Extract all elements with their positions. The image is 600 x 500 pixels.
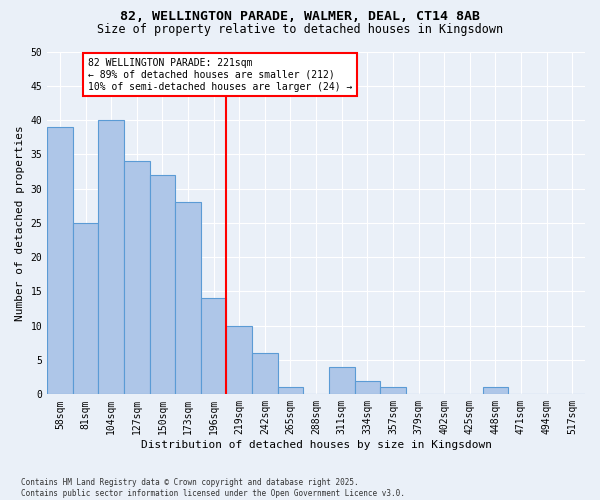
Bar	[329, 367, 355, 394]
X-axis label: Distribution of detached houses by size in Kingsdown: Distribution of detached houses by size …	[140, 440, 491, 450]
Bar	[278, 388, 303, 394]
Bar	[73, 223, 98, 394]
Bar	[380, 388, 406, 394]
Text: 82, WELLINGTON PARADE, WALMER, DEAL, CT14 8AB: 82, WELLINGTON PARADE, WALMER, DEAL, CT1…	[120, 10, 480, 23]
Bar	[482, 388, 508, 394]
Bar	[124, 161, 149, 394]
Bar	[149, 175, 175, 394]
Text: Contains HM Land Registry data © Crown copyright and database right 2025.
Contai: Contains HM Land Registry data © Crown c…	[21, 478, 405, 498]
Text: 82 WELLINGTON PARADE: 221sqm
← 89% of detached houses are smaller (212)
10% of s: 82 WELLINGTON PARADE: 221sqm ← 89% of de…	[88, 58, 353, 92]
Bar	[252, 353, 278, 395]
Bar	[98, 120, 124, 394]
Text: Size of property relative to detached houses in Kingsdown: Size of property relative to detached ho…	[97, 22, 503, 36]
Bar	[201, 298, 226, 394]
Bar	[355, 380, 380, 394]
Bar	[175, 202, 201, 394]
Bar	[226, 326, 252, 394]
Bar	[47, 127, 73, 394]
Y-axis label: Number of detached properties: Number of detached properties	[15, 125, 25, 321]
